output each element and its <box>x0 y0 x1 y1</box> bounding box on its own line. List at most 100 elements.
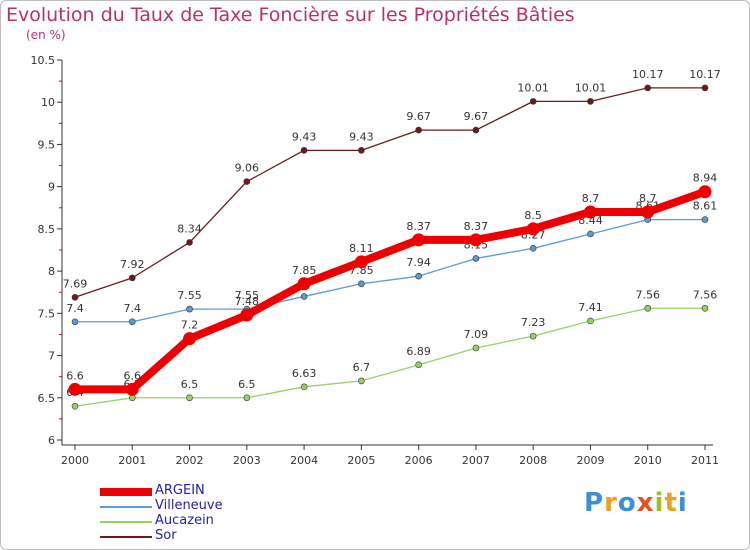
data-point <box>358 280 365 288</box>
data-point <box>529 98 537 105</box>
data-label: 6.63 <box>292 367 317 380</box>
data-label: 7.09 <box>464 328 489 341</box>
legend-label: ARGEIN <box>155 483 205 498</box>
data-label: 6.5 <box>238 378 256 391</box>
legend-label: Villeneuve <box>155 498 223 513</box>
data-label: 6.6 <box>66 369 84 382</box>
data-point <box>701 304 709 312</box>
data-point <box>243 178 251 185</box>
data-point <box>644 304 652 312</box>
y-tick-label: 9.5 <box>38 138 56 151</box>
logo-letter: i <box>677 488 688 518</box>
data-label: 8.37 <box>406 220 431 233</box>
y-tick-label: 8 <box>48 265 55 278</box>
data-label: 8.34 <box>177 222 202 235</box>
data-label: 10.17 <box>689 68 721 81</box>
data-point <box>701 84 709 92</box>
y-tick-label: 8.5 <box>38 223 56 236</box>
logo-letter: P <box>584 488 605 518</box>
data-label: 8.7 <box>582 192 600 205</box>
data-point <box>358 147 365 154</box>
data-point <box>300 293 308 300</box>
y-tick-label: 6.5 <box>38 392 56 405</box>
data-label: 7.94 <box>406 256 431 269</box>
data-point <box>128 274 136 282</box>
data-point <box>415 361 422 369</box>
data-label: 10.01 <box>517 81 549 94</box>
x-tick-label: 2009 <box>576 454 604 467</box>
data-point <box>587 230 594 238</box>
data-point <box>587 317 594 325</box>
data-label: 8.7 <box>639 192 657 205</box>
y-tick-label: 7.5 <box>38 307 56 320</box>
data-point <box>354 255 368 269</box>
data-point <box>644 84 652 92</box>
data-point <box>186 394 193 402</box>
data-label: 10.17 <box>632 68 664 81</box>
proxiti-logo: Proxiti <box>584 488 688 518</box>
data-point <box>412 233 426 247</box>
data-label: 8.94 <box>693 172 718 185</box>
logo-letter: i <box>654 488 665 518</box>
data-label: 7.23 <box>521 316 546 329</box>
data-point <box>587 98 594 105</box>
x-tick-label: 2000 <box>61 454 89 467</box>
data-label: 9.43 <box>349 130 374 143</box>
legend-swatch <box>100 488 152 496</box>
data-point <box>526 222 540 236</box>
logo-letter: o <box>617 488 637 518</box>
data-label: 6.6 <box>124 369 142 382</box>
x-tick-label: 2006 <box>405 454 433 467</box>
data-label: 7.56 <box>635 288 660 301</box>
x-tick-label: 2010 <box>634 454 662 467</box>
data-point <box>183 332 197 346</box>
legend-label: Aucazein <box>155 513 214 528</box>
data-label: 6.5 <box>181 378 199 391</box>
series-line-argein <box>71 187 709 394</box>
data-point <box>415 126 422 134</box>
legend-label: Sor <box>155 528 177 543</box>
data-label: 6.7 <box>353 361 371 374</box>
data-label: 10.01 <box>575 81 607 94</box>
data-label: 8.37 <box>464 220 489 233</box>
data-point <box>240 308 254 322</box>
data-label: 6.89 <box>406 345 431 358</box>
data-point <box>297 277 311 291</box>
logo-letter: t <box>664 488 678 518</box>
data-point <box>701 216 709 223</box>
series-line-aucazein <box>74 307 706 407</box>
x-tick-label: 2011 <box>691 454 719 467</box>
data-label: 9.06 <box>235 162 260 175</box>
data-label: 7.85 <box>292 264 317 277</box>
logo-letter: r <box>604 488 618 518</box>
data-point <box>698 185 712 199</box>
data-point <box>71 318 79 326</box>
data-point <box>641 205 655 219</box>
x-tick-label: 2002 <box>176 454 204 467</box>
data-point <box>243 394 251 402</box>
data-label: 8.61 <box>693 200 718 213</box>
data-point <box>186 239 193 246</box>
data-point <box>125 382 139 396</box>
data-label: 7.41 <box>578 301 603 314</box>
series-line-sor <box>74 87 706 298</box>
chart-subtitle: (en %) <box>26 28 66 42</box>
data-point <box>186 305 193 313</box>
data-point <box>358 377 365 385</box>
data-point <box>68 382 82 396</box>
data-label: 7.4 <box>66 302 84 315</box>
y-tick-label: 10 <box>41 96 55 109</box>
legend-swatch <box>100 536 152 538</box>
data-label: 7.69 <box>63 277 88 290</box>
y-tick-label: 10.5 <box>31 54 56 67</box>
data-label: 7.48 <box>235 295 260 308</box>
x-tick-label: 2001 <box>118 454 146 467</box>
data-point <box>529 245 537 252</box>
data-label: 9.67 <box>406 110 431 123</box>
y-tick-label: 7 <box>48 350 55 363</box>
data-label: 7.55 <box>177 289 202 302</box>
data-point <box>583 205 597 219</box>
data-point <box>128 318 136 326</box>
x-tick-label: 2004 <box>290 454 318 467</box>
